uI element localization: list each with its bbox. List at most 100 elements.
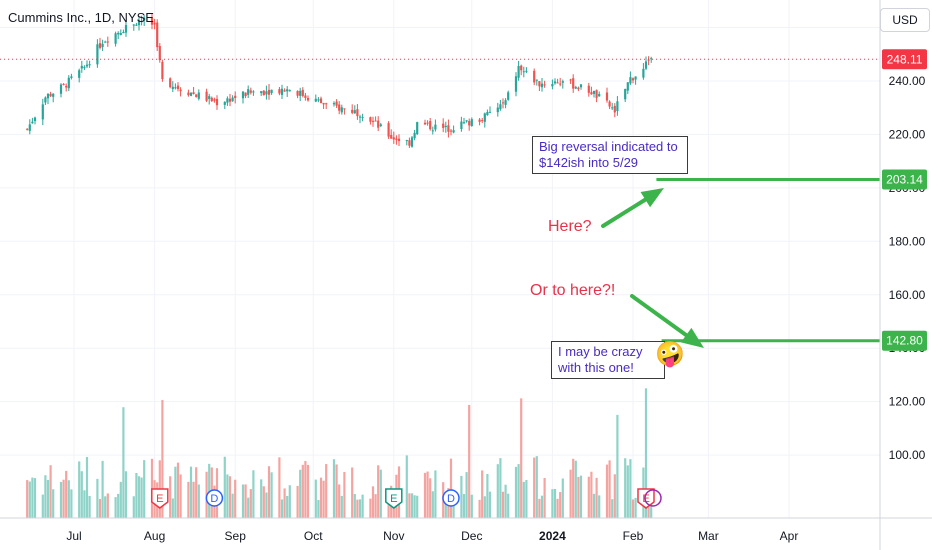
- volume-bar: [179, 474, 182, 518]
- candle-body: [462, 122, 466, 124]
- candle-body: [33, 117, 37, 122]
- volume-bar: [317, 499, 320, 518]
- annotation-arrows: [601, 188, 704, 348]
- volume-bar: [431, 491, 434, 518]
- candle-body: [517, 65, 520, 78]
- volume-bar: [351, 467, 354, 518]
- volume-bar: [325, 464, 328, 518]
- volume-bar: [543, 478, 546, 518]
- crazy-note: I may be crazy with this one!: [551, 341, 665, 379]
- volume-bar: [460, 475, 463, 518]
- candle-body: [265, 91, 268, 95]
- volume-bar: [522, 481, 525, 518]
- volume-bar: [171, 498, 174, 518]
- candle-body: [150, 17, 154, 25]
- candle-body: [192, 92, 195, 94]
- candle-body: [353, 110, 356, 114]
- candle-body: [504, 100, 507, 105]
- volume-bar: [616, 414, 619, 518]
- candle-body: [176, 85, 180, 90]
- candle-body: [449, 130, 453, 132]
- y-tick-label: 240.00: [889, 74, 926, 88]
- volume-bar: [135, 472, 138, 518]
- volume-bar: [579, 475, 583, 518]
- candle-body: [306, 97, 310, 101]
- chart-title: Cummins Inc., 1D, NYSE: [8, 10, 154, 25]
- volume-bar: [358, 499, 362, 518]
- candle-body: [574, 87, 577, 89]
- volume-bar: [96, 478, 99, 518]
- candle-body: [460, 121, 463, 129]
- candle-body: [468, 120, 471, 126]
- volume-bar: [98, 498, 102, 518]
- here-arrow-head: [640, 188, 664, 208]
- candle-body: [478, 119, 481, 122]
- volume-bar: [67, 480, 70, 518]
- candle-body: [413, 132, 416, 139]
- volume-bar: [26, 480, 29, 518]
- candle-body: [486, 112, 489, 116]
- volume-bar: [288, 485, 291, 518]
- candle-body: [611, 107, 614, 109]
- candle-body: [395, 138, 398, 140]
- volume-bar: [226, 474, 229, 518]
- price-label-box: [882, 330, 927, 351]
- candle-body: [187, 92, 190, 96]
- volume-bar: [413, 495, 416, 518]
- dividend-marker: [442, 489, 460, 507]
- extra-marker: [644, 489, 662, 507]
- candle-body: [644, 61, 648, 69]
- candle-body: [179, 89, 182, 92]
- volume-bar: [192, 481, 195, 518]
- candle-body: [143, 17, 146, 21]
- candle-body: [215, 98, 219, 106]
- candle-body: [119, 33, 122, 35]
- volume-bar: [595, 477, 598, 518]
- candle-body: [286, 89, 289, 92]
- candle-body: [465, 120, 468, 122]
- candle-body: [470, 119, 473, 127]
- volume-bar: [241, 484, 245, 518]
- candle-body: [369, 117, 372, 122]
- volume-bar: [80, 471, 83, 518]
- volume-bar: [189, 466, 193, 518]
- candle-body: [228, 98, 232, 102]
- candle-body: [137, 19, 141, 26]
- volume-bar: [335, 464, 338, 518]
- volume-bar: [59, 481, 63, 518]
- volume-bar: [247, 497, 250, 518]
- volume-bar: [410, 493, 414, 518]
- candle-body: [647, 59, 650, 61]
- candle-body: [447, 125, 450, 132]
- volume-bar: [590, 471, 593, 518]
- volume-bar: [262, 486, 265, 518]
- candle-body: [598, 93, 601, 97]
- volume-bar: [265, 492, 268, 518]
- candle-body: [605, 92, 609, 101]
- candle-body: [28, 124, 31, 131]
- y-tick-label: 220.00: [889, 127, 926, 141]
- candle-body: [78, 70, 81, 78]
- x-tick-label: Mar: [698, 529, 719, 543]
- candle-body: [371, 120, 375, 122]
- candle-body: [46, 93, 50, 99]
- candle-body: [572, 78, 575, 89]
- volume-bar: [540, 495, 544, 518]
- candle-body: [278, 89, 281, 94]
- event-marker-label: E: [156, 493, 163, 505]
- candle-body: [304, 95, 307, 98]
- currency-button[interactable]: USD: [880, 8, 930, 32]
- candle-body: [358, 116, 362, 118]
- volume-bar: [379, 469, 382, 518]
- candle-body: [156, 22, 159, 48]
- volume-bar: [449, 458, 453, 518]
- event-marker-label: E: [390, 493, 397, 505]
- candle-body: [104, 41, 107, 43]
- candle-body: [340, 107, 343, 113]
- volume-bar: [369, 498, 372, 518]
- candle-body: [390, 134, 393, 139]
- candle-body: [556, 82, 559, 84]
- volume-bar: [132, 496, 135, 518]
- candle-body: [210, 97, 213, 102]
